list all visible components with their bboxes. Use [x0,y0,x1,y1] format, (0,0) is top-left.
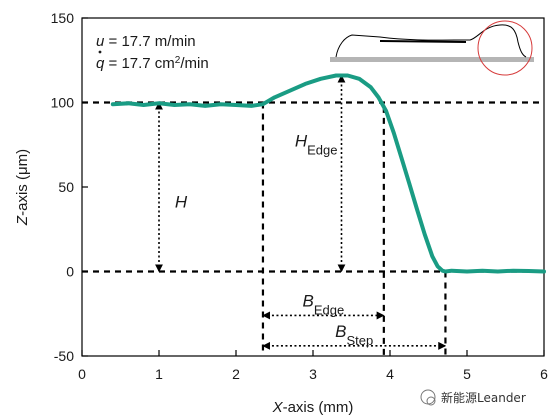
y-tick-label: 0 [66,264,74,280]
profile-series-line [110,73,546,274]
x-tick-label: 4 [386,366,394,382]
q-dot-accent [98,50,102,54]
x-tick-label: 5 [463,366,471,382]
param-volume-flow: q = 17.7 cm2/min [96,55,209,73]
dimension-lines [155,74,447,350]
y-tick-label: 150 [51,10,75,26]
x-tick-label: 1 [155,366,163,382]
inset-layer-stroke [379,40,467,43]
dimension-label: BEdge [303,291,345,317]
x-tick-label: 0 [78,366,86,382]
watermark: 新能源Leander [420,389,526,406]
reference-lines [82,101,544,356]
inset-coating-profile [335,24,527,58]
y-tick-label: 50 [58,179,74,195]
inset-substrate [330,57,534,62]
watermark-icon-dot [426,396,436,406]
y-tick-label: 100 [51,95,75,111]
x-tick-label: 2 [232,366,240,382]
series-layer [110,73,546,274]
dimension-label: HEdge [295,131,338,157]
y-axis-label: Z-axis (μm) [14,149,31,226]
x-tick-label: 6 [540,366,548,382]
dimension-label: BStep [335,322,373,348]
x-tick-label: 3 [309,366,317,382]
x-axis-label: X-axis (mm) [272,399,354,416]
param-feed-speed: u = 17.7 m/min [96,33,196,50]
inset-edge-highlight-circle [477,20,533,76]
y-tick-label: -50 [54,348,74,364]
dimension-labels: H HEdge BEdge BStep [175,131,373,347]
inset-schematic [330,20,534,76]
dimension-label: H [175,192,188,211]
watermark-text: 新能源Leander [441,390,526,405]
